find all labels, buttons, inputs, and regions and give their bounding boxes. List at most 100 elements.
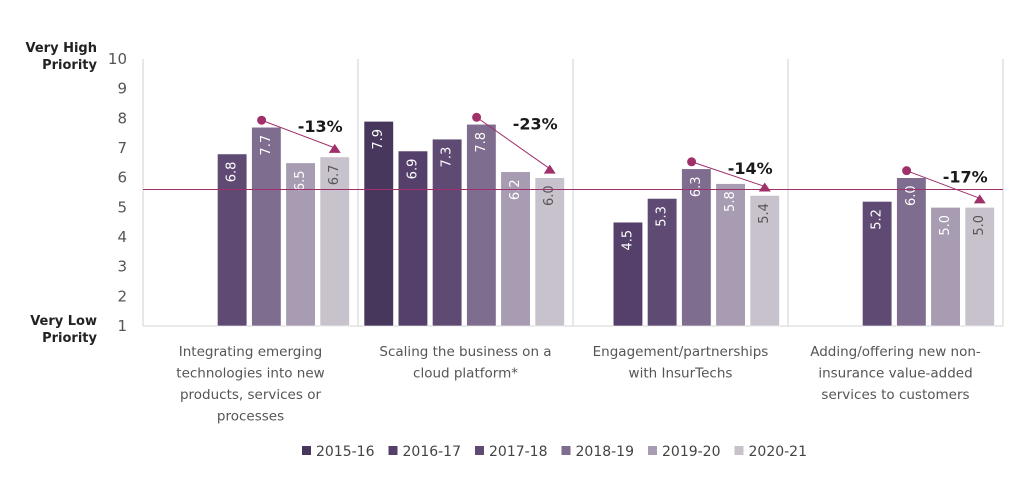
bar-value-label: 7.3	[440, 147, 455, 168]
category-label: Integrating emerging technologies into ne…	[176, 344, 324, 425]
y-axis-bottom-label: Very Low Priority	[30, 314, 97, 346]
bar-2017-18	[432, 138, 463, 327]
bar-value-label: 7.7	[259, 135, 274, 156]
legend-label: 2017-18	[489, 444, 548, 460]
legend-label: 2018-19	[576, 444, 635, 460]
change-start-dot	[687, 157, 697, 167]
category-label-line: insurance value-added	[818, 366, 972, 382]
bar-value-label: 6.0	[904, 185, 919, 206]
y-axis-top-label-line: Very High	[26, 41, 97, 56]
y-tick-label: 3	[117, 258, 127, 276]
bar-2019-20	[500, 171, 531, 327]
y-axis-top-label: Very High Priority	[26, 41, 98, 73]
legend-item: 2017-18	[475, 444, 548, 460]
bar-value-label: 5.0	[972, 215, 987, 236]
bar-2018-19	[681, 168, 712, 327]
y-tick-label: 9	[117, 80, 127, 98]
change-start-dot	[902, 166, 912, 176]
bar-2020-21	[964, 207, 995, 327]
change-percent-label: -17%	[943, 168, 988, 187]
bar-value-label: 5.3	[655, 206, 670, 227]
legend-item: 2018-19	[561, 444, 635, 460]
bar-value-label: 6.9	[405, 159, 420, 180]
bar-value-label: 7.9	[371, 129, 386, 150]
y-axis-bottom-label-line: Very Low	[30, 314, 97, 329]
legend-swatch	[561, 446, 571, 455]
y-tick-label: 4	[117, 228, 127, 246]
bar-2015-16	[363, 121, 394, 327]
bars: 7.96.94.56.87.35.3 5.27.7 7.86.3 6.06.5 6.25…	[217, 121, 995, 327]
category-label-line: products, services or	[180, 387, 321, 403]
y-tick-label: 8	[117, 109, 127, 127]
legend-label: 2019-20	[662, 444, 721, 460]
category-label-line: processes	[217, 409, 284, 425]
legend-swatch	[302, 446, 311, 455]
legend-item: 2020-21	[734, 444, 808, 460]
change-percent-label: -13%	[298, 117, 343, 136]
bar-2017-18	[217, 153, 248, 327]
bar-2019-20	[930, 207, 961, 327]
y-axis-top-label-line: Priority	[42, 58, 97, 73]
bar-2020-21	[534, 177, 565, 327]
category-label: Scaling the business on a cloud platform*	[379, 344, 551, 382]
category-label-line: Scaling the business on a	[379, 344, 551, 360]
legend-item: 2015-16	[302, 444, 375, 460]
change-arrow-head	[328, 143, 341, 153]
legend-label: 2020-21	[749, 444, 808, 460]
category-label-line: with InsurTechs	[629, 366, 733, 382]
bar-value-label: 6.3	[689, 176, 704, 197]
bar-value-label: 7.8	[474, 132, 489, 153]
legend-label: 2015-16	[316, 444, 375, 460]
legend-swatch	[475, 446, 484, 455]
category-label: Engagement/partnerships with InsurTechs	[593, 344, 769, 382]
bar-2019-20	[715, 183, 746, 327]
category-label-line: Engagement/partnerships	[593, 344, 769, 360]
y-tick-label: 7	[117, 139, 127, 157]
change-arrow-head	[973, 194, 986, 204]
bar-value-label: 6.0	[542, 185, 557, 206]
bar-value-label: 5.4	[757, 203, 772, 224]
legend-swatch	[648, 446, 657, 455]
bar-2020-21	[749, 195, 780, 327]
y-tick-label: 5	[117, 198, 127, 216]
change-arrow-head	[543, 164, 556, 174]
change-percent-label: -23%	[513, 114, 558, 133]
bar-2016-17	[397, 150, 429, 327]
bar-2017-18	[862, 201, 893, 327]
legend-swatch	[388, 446, 398, 455]
category-label-line: technologies into new	[176, 366, 324, 382]
change-start-dot	[472, 112, 482, 122]
legend: 2015-16 2016-17 2017-18 2018-19 2019-20 2020-…	[302, 444, 807, 460]
category-label-line: services to customers	[821, 387, 969, 403]
change-percent-label: -14%	[728, 159, 773, 178]
bar-2017-18	[647, 198, 678, 327]
y-tick-label: 10	[108, 50, 127, 68]
bar-2020-21	[319, 156, 350, 327]
change-arrow-line	[691, 161, 765, 187]
y-axis-bottom-label-line: Priority	[42, 331, 97, 346]
bar-value-label: 6.8	[225, 162, 240, 183]
bar-value-label: 5.0	[938, 215, 953, 236]
y-tick-label: 2	[117, 287, 127, 305]
change-arrow-line	[261, 119, 335, 149]
bar-value-label: 5.2	[870, 209, 885, 230]
category-label-line: cloud platform*	[413, 366, 518, 382]
bar-value-label: 6.5	[293, 170, 308, 191]
y-tick-label: 1	[117, 317, 127, 335]
legend-item: 2019-20	[648, 444, 721, 460]
bar-2016-17	[612, 221, 644, 327]
change-arrow-head	[758, 182, 771, 192]
category-label: Adding/offering new non-insurance value-…	[810, 344, 981, 403]
change-start-dot	[257, 115, 267, 125]
bar-value-label: 5.8	[723, 191, 738, 212]
change-arrow-line	[906, 170, 980, 199]
legend-label: 2016-17	[403, 444, 462, 460]
legend-item: 2016-17	[388, 444, 462, 460]
change-arrow-line	[476, 116, 551, 170]
bar-2018-19	[896, 177, 927, 327]
category-label-line: Integrating emerging	[179, 344, 323, 360]
y-tick-label: 6	[117, 169, 127, 187]
bar-value-label: 6.7	[327, 165, 342, 186]
bar-2018-19	[466, 123, 497, 327]
